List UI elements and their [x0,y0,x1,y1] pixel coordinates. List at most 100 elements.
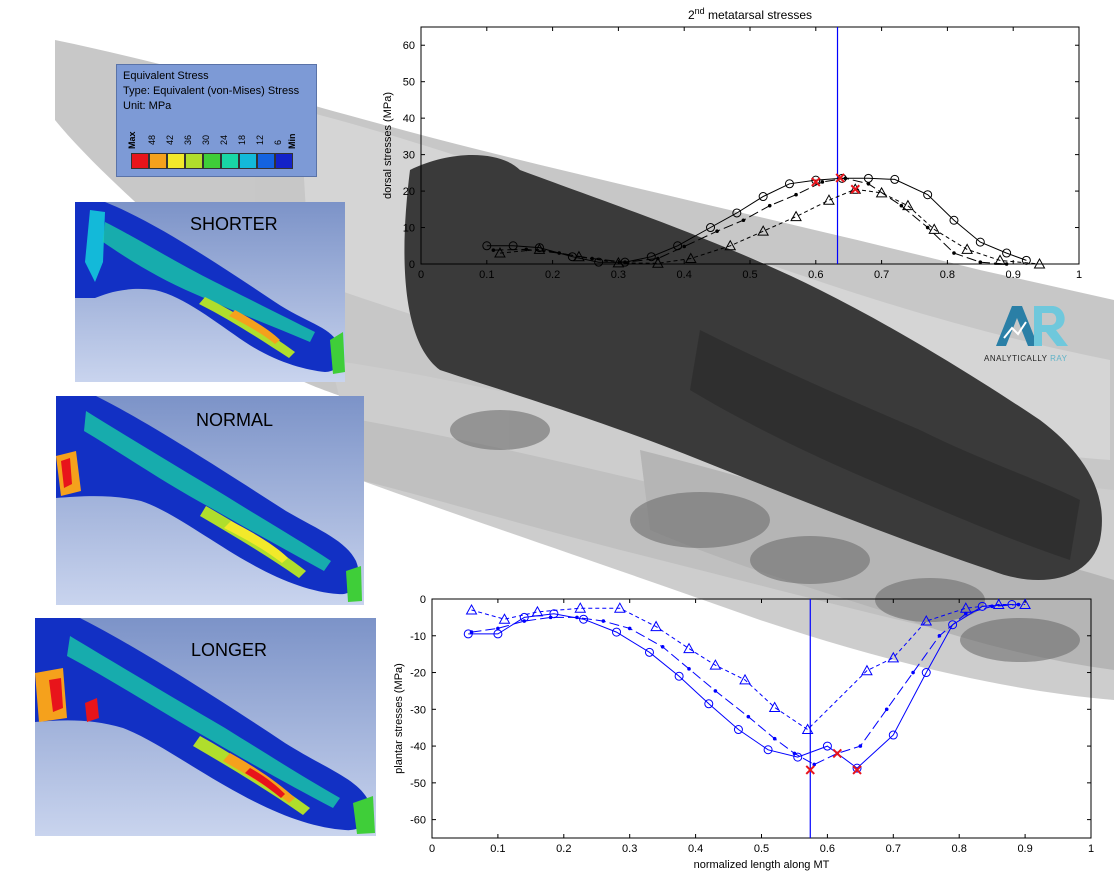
data-point-triangle [757,225,770,236]
peak-marker [850,184,860,194]
data-point-triangle [861,664,873,676]
data-point-triangle [652,257,664,268]
legend-unit: Unit: MPa [123,100,172,112]
data-point-triangle [573,250,585,262]
data-point-triangle [961,243,973,254]
x-tick-label: 0.7 [886,843,901,855]
analytically-ray-logo: ANALYTICALLY RAY [982,302,1092,368]
x-tick-label: 0.3 [622,843,637,855]
data-point-dot [491,248,496,252]
data-point-circle [732,208,742,218]
legend-type: Type: Equivalent (von-Mises) Stress [123,85,300,97]
x-tick-label: 0.9 [1017,843,1032,855]
logo-text-accent: RAY [1050,354,1068,363]
stress-color-legend: Equivalent Stress Type: Equivalent (von-… [116,64,317,177]
data-point-dot [792,751,797,756]
x-tick-label: 0.1 [490,843,505,855]
data-point-triangle [739,673,751,685]
data-point-triangle [875,186,888,198]
data-point-circle [758,192,768,202]
x-tick-label: 0 [429,843,435,855]
x-tick-label: 0.2 [545,269,560,281]
data-point-dot [741,218,746,223]
series-line-solid [486,177,1027,263]
data-point-triangle [994,254,1006,265]
fea-panel-normal: NORMAL [56,396,364,605]
fea-panel-shorter: SHORTER [75,202,345,382]
legend-swatch [239,153,257,169]
legend-swatch [131,153,149,169]
data-point-triangle [1019,598,1031,610]
y-tick-label: 20 [403,186,415,198]
data-point-circle [463,629,473,639]
data-point-dot [524,247,529,252]
data-point-dot [963,611,968,616]
data-point-dot [522,619,527,623]
y-tick-label: 30 [403,150,415,162]
y-axis-label: plantar stresses (MPa) [393,663,405,774]
data-point-dot [601,619,606,623]
x-tick-label: 0.5 [754,843,769,855]
data-point-circle [890,174,900,184]
x-tick-label: 0.6 [808,269,823,281]
data-point-dot [682,244,686,249]
x-tick-label: 0.8 [940,269,955,281]
data-point-dot [575,615,579,620]
data-point-dot [713,689,718,693]
peak-marker [852,765,862,775]
plot-frame [431,598,1092,839]
series-line-dotted [499,188,1040,265]
peak-marker [811,177,821,187]
data-point-circle [674,671,684,681]
data-point-triangle [823,194,835,205]
fea-panel-longer: LONGER [35,618,376,836]
data-point-dot [794,192,798,197]
y-axis-label: dorsal stresses (MPa) [382,92,394,199]
legend-swatch [275,153,293,169]
legend-swatch [203,153,221,169]
data-point-dot [884,707,889,712]
data-point-circle [949,215,959,225]
y-tick-label: -50 [410,778,426,790]
data-point-dot [548,615,553,620]
data-point-circle [763,745,773,755]
data-point-circle [733,725,743,735]
data-point-circle [594,257,604,267]
data-point-circle [704,699,714,709]
data-point-triangle [959,602,972,613]
data-point-dot [660,645,665,649]
ar-logo-mark-icon [996,306,1068,346]
panel-label-normal: NORMAL [196,410,274,430]
data-point-circle [852,763,862,773]
series-line-dashed [471,604,1019,766]
chart-title-rest: metatarsal stresses [705,8,812,22]
data-point-circle [549,609,559,619]
data-point-circle [948,620,958,630]
data-point-dot [866,181,871,186]
data-point-circle [646,252,656,262]
data-point-circle [811,175,821,185]
data-point-triangle [992,598,1005,610]
data-point-dot [767,203,772,208]
data-point-circle [923,190,933,200]
x-tick-label: 1 [1076,269,1082,281]
data-point-dot [746,714,751,719]
y-tick-label: 0 [409,259,415,271]
x-tick-label: 1 [1088,843,1094,855]
data-point-circle [482,241,492,251]
data-point-triangle [533,243,546,254]
y-tick-label: -30 [410,704,426,716]
x-tick-label: 0.1 [479,269,494,281]
data-point-dot [715,229,719,233]
data-point-circle [975,237,985,247]
data-point-circle [1021,255,1031,265]
data-point-triangle [849,183,862,194]
data-point-dot [772,736,777,741]
data-point-dot [952,251,956,255]
data-point-dot [858,744,863,748]
x-tick-label: 0.4 [688,843,703,855]
legend-swatch [221,153,239,169]
x-axis-label: normalized length along MT [694,859,830,871]
